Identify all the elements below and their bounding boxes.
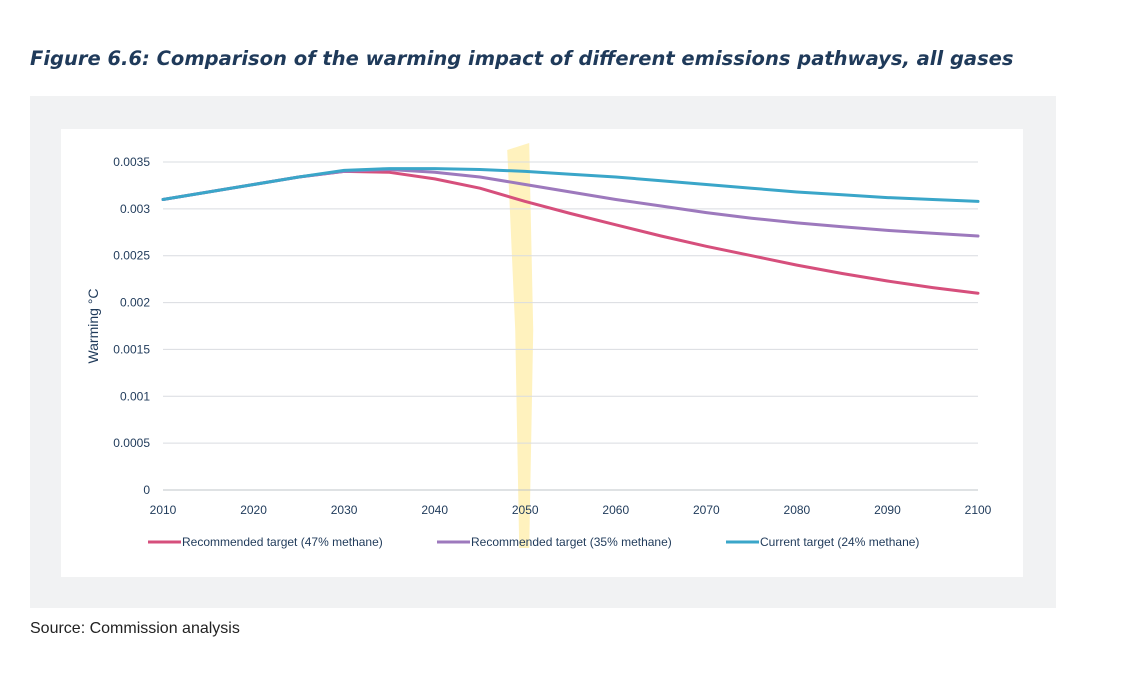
x-tick-label: 2050: [512, 503, 539, 517]
y-tick-label: 0.0025: [113, 249, 150, 263]
highlighter-mark: [507, 143, 534, 548]
x-tick-label: 2090: [874, 503, 901, 517]
series-line: [161, 169, 980, 295]
x-tick-label: 2080: [784, 503, 811, 517]
y-axis-label: Warming °C: [85, 288, 101, 363]
y-tick-label: 0.001: [120, 389, 150, 403]
series-line: [161, 167, 980, 203]
y-tick-label: 0.003: [120, 202, 150, 216]
x-tick-label: 2070: [693, 503, 720, 517]
x-tick-label: 2060: [602, 503, 629, 517]
legend-label: Recommended target (35% methane): [471, 535, 672, 549]
legend-label: Current target (24% methane): [760, 535, 919, 549]
y-tick-label: 0: [143, 483, 150, 497]
x-tick-label: 2040: [421, 503, 448, 517]
plot-area: [61, 129, 1023, 577]
y-tick-label: 0.0005: [113, 436, 150, 450]
x-tick-label: 2020: [240, 503, 267, 517]
y-tick-label: 0.0015: [113, 342, 150, 356]
y-tick-label: 0.002: [120, 296, 150, 310]
x-tick-label: 2100: [965, 503, 992, 517]
x-tick-label: 2030: [331, 503, 358, 517]
figure-title: Figure 6.6: Comparison of the warming im…: [30, 47, 1014, 70]
legend-label: Recommended target (47% methane): [182, 535, 383, 549]
source-note: Source: Commission analysis: [30, 620, 240, 637]
y-tick-label: 0.0035: [113, 155, 150, 169]
x-tick-label: 2010: [150, 503, 177, 517]
